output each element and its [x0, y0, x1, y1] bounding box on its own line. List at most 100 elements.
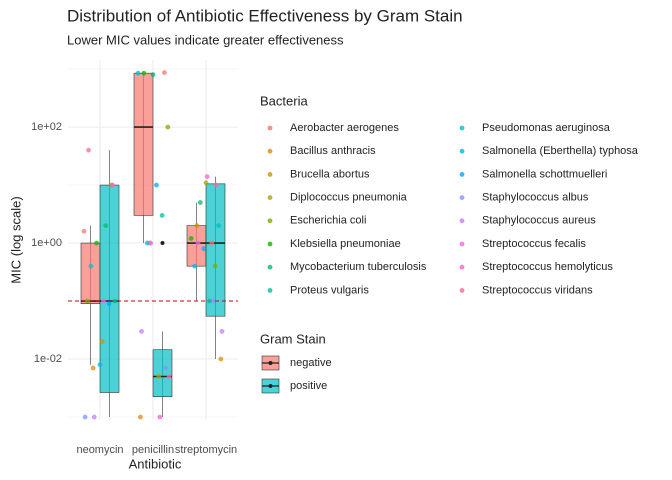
data-point	[86, 147, 91, 153]
legend-marker	[459, 195, 465, 201]
legend-label: Mycobacterium tuberculosis	[290, 261, 427, 273]
y-axis-label: MIC (log scale)	[8, 196, 23, 283]
data-point	[91, 414, 97, 420]
x-tick-label: streptomycin	[175, 444, 237, 456]
legend-label: Salmonella schottmuelleri	[482, 168, 607, 180]
data-point	[112, 298, 118, 304]
data-point	[166, 374, 172, 379]
data-point	[85, 298, 90, 304]
legend-label: negative	[290, 357, 332, 369]
data-point	[148, 240, 154, 246]
y-tick-label: 1e-02	[34, 353, 62, 365]
x-tick-label: neomycin	[76, 444, 123, 456]
data-point	[156, 374, 162, 379]
legend-label: Streptococcus hemolyticus	[482, 261, 613, 273]
data-point	[135, 70, 141, 76]
data-point	[197, 200, 203, 205]
y-tick-label: 1e+00	[31, 237, 62, 249]
data-point	[192, 263, 197, 269]
data-point	[94, 240, 99, 246]
data-point	[141, 70, 147, 76]
legend-marker	[267, 241, 273, 247]
y-tick-label: 1e+02	[31, 121, 62, 133]
legend-label: Diplococcus pneumonia	[290, 192, 408, 204]
legend-label: Escherichia coli	[290, 215, 366, 227]
box	[80, 242, 101, 305]
chart-subtitle: Lower MIC values indicate greater effect…	[67, 32, 344, 47]
legend-marker	[459, 125, 465, 131]
data-point	[101, 298, 106, 304]
data-point	[201, 246, 207, 252]
data-point	[110, 182, 115, 188]
box	[205, 183, 226, 317]
legend-marker	[459, 218, 465, 224]
data-point	[139, 328, 144, 334]
data-point	[165, 124, 171, 130]
legend-label: Bacillus anthracis	[290, 145, 376, 157]
legend-marker	[459, 241, 465, 247]
legend-marker	[459, 288, 465, 293]
legend-key-dot	[268, 384, 273, 388]
data-point	[195, 240, 201, 246]
data-point	[103, 223, 109, 229]
data-point	[90, 365, 96, 371]
legend-label: Brucella abortus	[290, 168, 370, 180]
data-point	[82, 414, 88, 420]
data-point	[99, 339, 105, 344]
data-point	[163, 365, 168, 371]
data-point	[204, 174, 210, 179]
data-point	[210, 298, 216, 304]
legend-marker	[267, 148, 273, 154]
box	[133, 72, 154, 216]
data-point	[88, 263, 94, 269]
legend-marker	[459, 264, 465, 270]
data-point	[81, 228, 87, 234]
data-point	[144, 240, 150, 246]
outlier	[160, 241, 165, 246]
legend-label: Staphylococcus albus	[482, 192, 589, 204]
legend-key-dot	[268, 361, 273, 365]
data-point	[213, 182, 219, 188]
box	[186, 225, 207, 267]
box	[99, 184, 120, 393]
legend-label: Klebsiella pneumoniae	[290, 238, 401, 250]
data-point	[154, 182, 159, 188]
legend-marker	[267, 218, 273, 224]
data-point	[209, 240, 215, 246]
legend-marker	[267, 125, 273, 131]
data-point	[159, 212, 165, 218]
data-point	[203, 180, 209, 186]
legend-marker	[267, 264, 273, 270]
legend-label: Proteus vulgaris	[290, 284, 369, 296]
data-point	[162, 70, 167, 75]
data-point	[194, 223, 200, 229]
data-point	[138, 414, 143, 420]
x-axis-label: Antibiotic	[129, 456, 182, 471]
legend-label: Staphylococcus aureus	[482, 215, 596, 227]
legend-marker	[267, 195, 273, 201]
legend-label: Streptococcus viridans	[482, 284, 593, 296]
x-tick-label: penicillin	[132, 444, 174, 456]
data-point	[218, 356, 224, 362]
legend-label: Salmonella (Eberthella) typhosa	[482, 145, 639, 157]
legend-title: Gram Stain	[260, 331, 326, 346]
legend-marker	[267, 288, 273, 293]
box	[152, 349, 173, 398]
data-point	[212, 263, 218, 269]
legend-marker	[267, 172, 273, 177]
legend-label: Aerobacter aerogenes	[290, 122, 399, 134]
data-point	[150, 72, 156, 78]
data-point	[219, 328, 225, 334]
data-point	[157, 414, 163, 420]
data-point	[97, 362, 103, 368]
data-point	[216, 223, 221, 229]
data-point	[106, 301, 112, 307]
data-point	[207, 298, 212, 304]
data-point	[188, 236, 194, 241]
legend-marker	[459, 148, 465, 154]
chart-title: Distribution of Antibiotic Effectiveness…	[67, 6, 463, 25]
legend-marker	[459, 172, 465, 177]
legend-title: Bacteria	[260, 93, 308, 108]
legend-label: positive	[290, 380, 327, 392]
